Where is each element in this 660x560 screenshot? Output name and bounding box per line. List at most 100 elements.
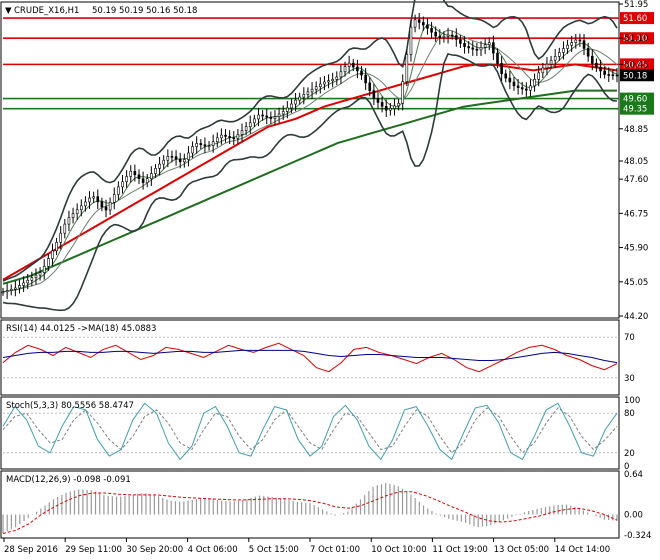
candle-body: [426, 24, 429, 29]
candle-body: [108, 201, 112, 211]
price-tick-label-0: 51.95: [624, 0, 648, 10]
candle-body: [133, 170, 137, 176]
stoch-panel[interactable]: [0, 396, 620, 470]
candle-body: [397, 102, 400, 107]
stoch-plot: [2, 402, 618, 461]
candle-body: [178, 158, 182, 163]
candle-body: [413, 19, 417, 28]
candle-body: [34, 274, 38, 279]
candle-body: [516, 85, 520, 88]
candle-body: [595, 62, 598, 68]
candle-body: [294, 99, 297, 105]
candle-body: [38, 272, 42, 276]
candle-body: [339, 71, 343, 78]
level-tag-label-0: 51.60: [623, 14, 647, 24]
candle-body: [417, 19, 421, 23]
macd-tick-label-2: -0.324: [624, 531, 651, 541]
candle-body: [112, 194, 116, 203]
candle-body: [401, 81, 405, 104]
candle-body: [211, 141, 215, 146]
rsi-tick-label-1: 30: [624, 374, 635, 384]
candle-body: [327, 80, 330, 83]
candle-body: [100, 201, 104, 208]
price-tick-label-9: 44.20: [624, 312, 648, 322]
stoch-tick-label-2: 20: [624, 449, 635, 459]
candle-body: [599, 66, 602, 72]
candle-body: [347, 62, 351, 67]
candle-body: [450, 34, 454, 37]
candle-body: [310, 88, 314, 93]
level-tag-label-3: 49.60: [623, 95, 647, 105]
current-price-tag: [620, 69, 654, 82]
rsi-main-line: [2, 342, 618, 373]
candle-body: [558, 52, 561, 57]
price-plot: [1, 0, 619, 312]
candle-body: [492, 42, 495, 54]
candle-body: [537, 72, 541, 80]
candle-body: [541, 67, 545, 74]
candle-body: [306, 91, 310, 95]
candle-body: [590, 55, 594, 64]
rsi-tick-label-0: 70: [624, 333, 635, 343]
macd-tick-label-1: 0.00: [624, 510, 643, 520]
ohlc-label: 50.19 50.19 50.16 50.18: [92, 6, 197, 16]
macd-signal-line: [2, 491, 618, 534]
candle-body: [422, 22, 425, 26]
price-tick-label-2: 50.45: [624, 60, 648, 70]
candle-body: [504, 73, 508, 79]
time-tick-label-5: 7 Oct 01:00: [310, 545, 360, 555]
collapse-arrow-icon[interactable]: ▼: [5, 6, 12, 16]
level-tag-2: [620, 58, 654, 71]
candle-body: [459, 39, 462, 44]
candle-body: [372, 90, 376, 99]
price-tick-label-7: 45.90: [624, 244, 648, 254]
candle-body: [22, 282, 25, 286]
candle-body: [384, 106, 388, 111]
candle-body: [220, 134, 223, 139]
rsi-title: RSI(14) 44.0125 ->MA(18) 45.0883: [6, 324, 156, 334]
candle-body: [389, 108, 392, 111]
level-tag-label-2: 50.45: [623, 60, 647, 70]
candle-body: [183, 159, 186, 163]
candle-body: [360, 70, 363, 76]
candle-body: [496, 52, 499, 64]
price-tick-label-6: 46.75: [624, 209, 648, 219]
candle-body: [570, 42, 573, 46]
lower-band-line: [2, 52, 618, 312]
candle-body: [442, 36, 446, 38]
candle-body: [615, 74, 619, 77]
candle-body: [199, 143, 203, 146]
candle-body: [356, 66, 359, 72]
candle-body: [47, 258, 50, 267]
level-tag-4: [620, 102, 654, 115]
candle-body: [298, 96, 301, 101]
macd-tick-label-0: 0.64: [624, 470, 643, 480]
candle-body: [265, 115, 269, 118]
stoch-tick-label-1: 80: [624, 409, 635, 419]
candle-body: [51, 250, 54, 259]
candle-body: [150, 173, 153, 180]
price-panel[interactable]: [0, 1, 620, 319]
candle-body: [319, 83, 322, 87]
candle-body: [236, 134, 240, 139]
candle-body: [277, 113, 281, 117]
candle-body: [137, 174, 141, 179]
candle-body: [351, 62, 355, 68]
stoch-signal-line: [2, 407, 618, 454]
level-tag-label-4: 49.35: [623, 105, 647, 115]
candle-body: [228, 136, 231, 139]
candle-body: [314, 86, 318, 90]
candle-body: [393, 105, 396, 109]
upper-band-line: [2, 0, 618, 282]
candle-body: [405, 54, 409, 82]
candle-body: [232, 137, 236, 140]
level-tag-3: [620, 92, 654, 105]
candle-body: [578, 39, 582, 42]
stoch-tick-label-3: 0: [624, 462, 629, 472]
candle-body: [525, 88, 528, 91]
axes: 51.6051.1050.4549.6049.3551.9551.1050.45…: [3, 0, 654, 555]
candle-body: [96, 196, 100, 203]
ma-red-line: [2, 63, 618, 281]
price-tick-label-1: 51.10: [624, 34, 648, 44]
